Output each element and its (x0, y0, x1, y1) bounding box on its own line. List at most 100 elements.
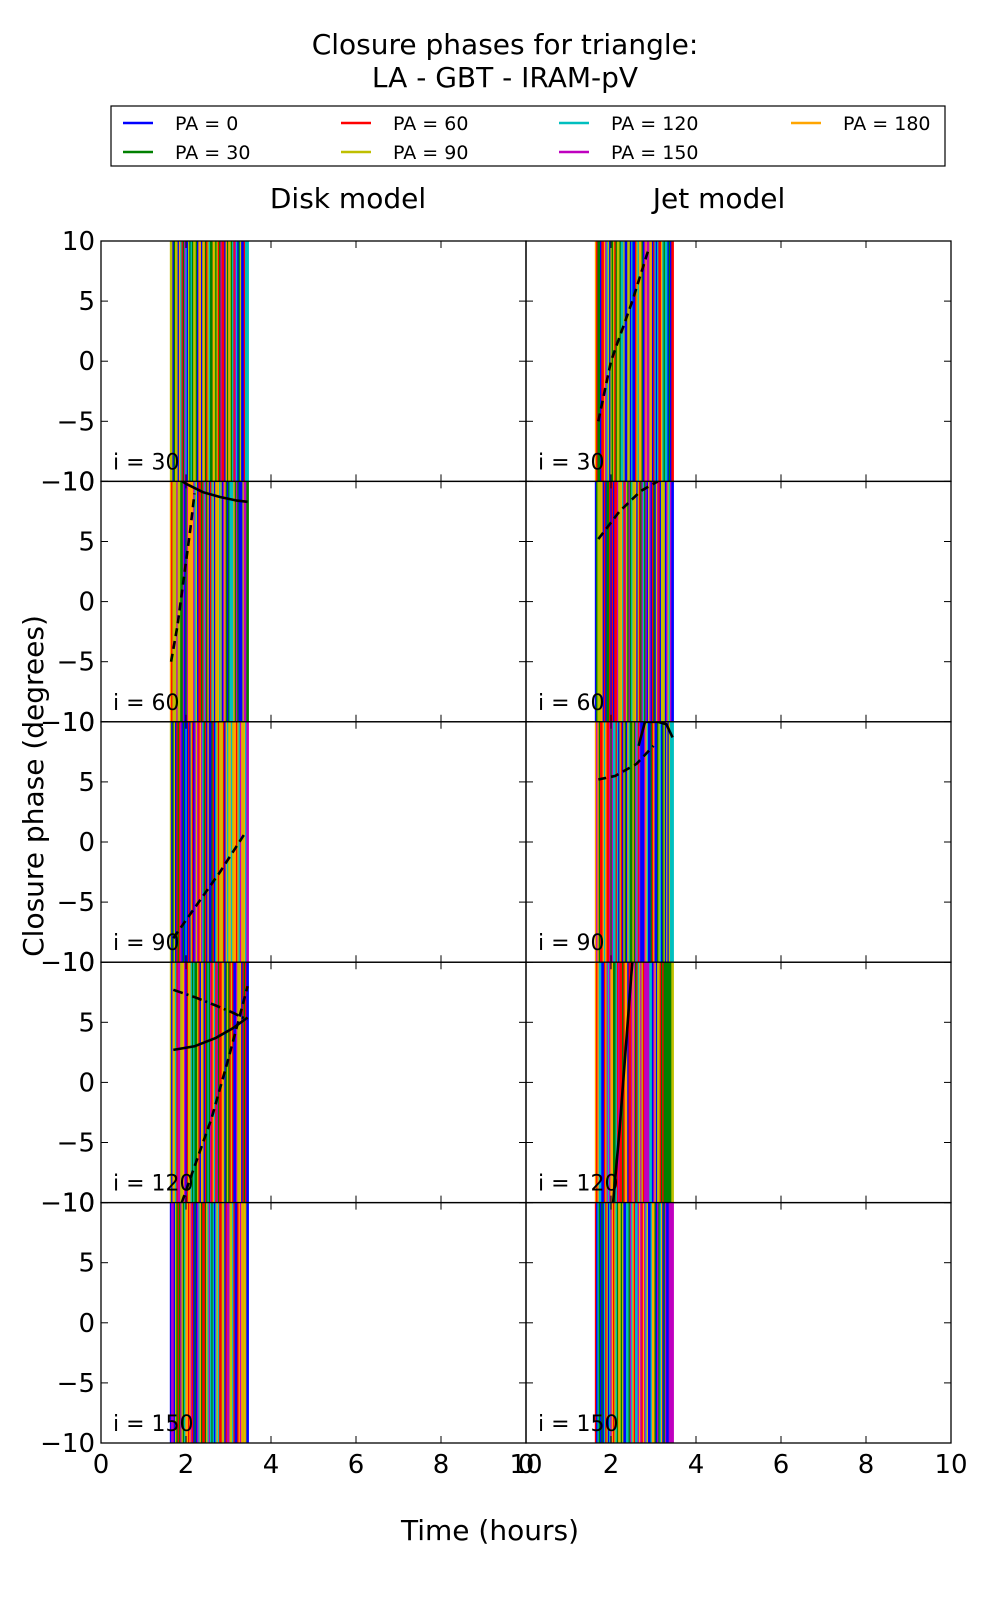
y-axis-label: Closure phase (degrees) (17, 615, 50, 957)
panel-disk-i90: i = 90 10 5 0 −5 −10 (40, 708, 527, 978)
legend-label: PA = 0 (175, 113, 238, 135)
y-tick-label: 10 (62, 467, 95, 497)
legend-entry: PA = 180 (791, 113, 931, 135)
panel-frame (525, 1201, 952, 1444)
legend-label: PA = 90 (393, 142, 468, 164)
y-tick-label: −10 (40, 948, 95, 978)
panel-inclination-label: i = 30 (113, 450, 180, 475)
panel-frame (100, 721, 527, 963)
x-tick-label: 6 (773, 1450, 790, 1480)
y-tick-label: 10 (62, 948, 95, 978)
y-tick-label: −5 (57, 407, 95, 437)
legend-entry: PA = 0 (123, 113, 238, 135)
panel-inclination-label: i = 30 (538, 450, 605, 475)
panel-disk-i120: i = 120 10 5 0 −5 −10 (40, 948, 527, 1219)
x-tick-label: 4 (688, 1450, 705, 1480)
x-tick-label: 8 (433, 1450, 450, 1480)
x-tick-label: 6 (348, 1450, 365, 1480)
y-tick-label: 10 (62, 227, 95, 257)
panel-disk-i150: i = 150 10 5 0 −5 −10 (40, 1189, 527, 1459)
legend-entry: PA = 90 (341, 142, 468, 164)
panel-inclination-label: i = 120 (113, 1172, 194, 1197)
panel-frame (100, 480, 527, 723)
column-title-disk: Disk model (270, 182, 426, 215)
figure-subtitle: LA - GBT - IRAM-pV (372, 61, 638, 94)
panel-frame (525, 240, 952, 483)
y-tick-label: 10 (62, 1189, 95, 1219)
legend-label: PA = 120 (611, 113, 699, 135)
x-tick-label: 10 (509, 1450, 542, 1480)
y-tick-label: −10 (40, 467, 95, 497)
panel-frame (100, 961, 527, 1204)
model-curve (598, 744, 655, 781)
panel-jet-i150: i = 150 (525, 1201, 952, 1444)
panel-inclination-label: i = 150 (113, 1412, 194, 1437)
y-tick-label: 0 (78, 588, 95, 618)
y-tick-label: 0 (78, 347, 95, 377)
x-tick-label: 2 (603, 1450, 620, 1480)
model-curve (611, 962, 634, 1203)
x-tick-label: 10 (934, 1450, 967, 1480)
y-tick-label: −5 (57, 888, 95, 918)
y-tick-label: −5 (57, 1369, 95, 1399)
y-tick-label: 0 (78, 1068, 95, 1098)
legend-entry: PA = 30 (123, 142, 250, 164)
x-tick-label: 2 (178, 1450, 195, 1480)
panel-frame (100, 1201, 527, 1444)
y-tick-label: 5 (78, 528, 95, 558)
panel-frame (525, 961, 952, 1204)
x-tick-label: 0 (93, 1450, 110, 1480)
legend-label: PA = 30 (175, 142, 250, 164)
panel-inclination-label: i = 150 (538, 1412, 619, 1437)
panel-jet-i60: i = 60 (525, 480, 952, 723)
legend-entry: PA = 150 (559, 142, 699, 164)
legend-frame (110, 105, 946, 167)
y-tick-label: −5 (57, 1129, 95, 1159)
model-curve (180, 481, 248, 504)
panel-jet-i120: i = 120 (525, 961, 952, 1204)
model-curve (172, 988, 249, 1022)
model-curve (169, 493, 196, 662)
legend-label: PA = 150 (611, 142, 699, 164)
legend: PA = 0 PA = 30 PA = 60 PA = 90 PA = 120 PA = … (110, 105, 946, 167)
panel-inclination-label: i = 90 (113, 931, 180, 956)
figure-title: Closure phases for triangle: (312, 28, 699, 61)
panel-disk-i30: i = 30 10 5 0 −5 −10 (40, 227, 527, 497)
y-tick-label: 5 (78, 768, 95, 798)
y-tick-label: −5 (57, 648, 95, 678)
y-tick-label: 0 (78, 828, 95, 858)
panel-inclination-label: i = 60 (113, 691, 180, 716)
legend-label: PA = 60 (393, 113, 468, 135)
y-tick-label: 0 (78, 1309, 95, 1339)
panel-frame (525, 480, 952, 723)
model-curve (597, 246, 651, 422)
y-tick-label: 5 (78, 1008, 95, 1038)
y-tick-label: 5 (78, 1249, 95, 1279)
model-curve (172, 831, 247, 939)
panel-inclination-label: i = 90 (538, 931, 605, 956)
column-title-jet: Jet model (651, 182, 786, 215)
panel-frame (525, 721, 952, 963)
panel-disk-i60: i = 60 10 5 0 −5 −10 (40, 467, 527, 738)
panel-jet-i90: i = 90 (525, 721, 952, 963)
panel-inclination-label: i = 60 (538, 691, 605, 716)
x-tick-label: 0 (518, 1450, 535, 1480)
panel-jet-i30: i = 30 (525, 240, 952, 483)
model-curve (637, 721, 674, 747)
legend-entry: PA = 120 (559, 113, 699, 135)
x-tick-label: 4 (263, 1450, 280, 1480)
y-tick-label: −10 (40, 1189, 95, 1219)
model-curve (180, 985, 249, 1203)
x-axis-label: Time (hours) (400, 1514, 579, 1547)
legend-entry: PA = 60 (341, 113, 468, 135)
x-tick-label: 8 (858, 1450, 875, 1480)
y-tick-label: 5 (78, 287, 95, 317)
y-tick-label: −10 (40, 708, 95, 738)
model-curve (597, 481, 659, 540)
panel-frame (100, 240, 527, 483)
y-tick-label: −10 (40, 1429, 95, 1459)
panel-inclination-label: i = 120 (538, 1172, 619, 1197)
panel-grid: i = 30 10 5 0 −5 −10 i = 60 10 5 0 −5 −10 i = 90 10 5 0… (40, 227, 967, 1480)
legend-label: PA = 180 (843, 113, 931, 135)
